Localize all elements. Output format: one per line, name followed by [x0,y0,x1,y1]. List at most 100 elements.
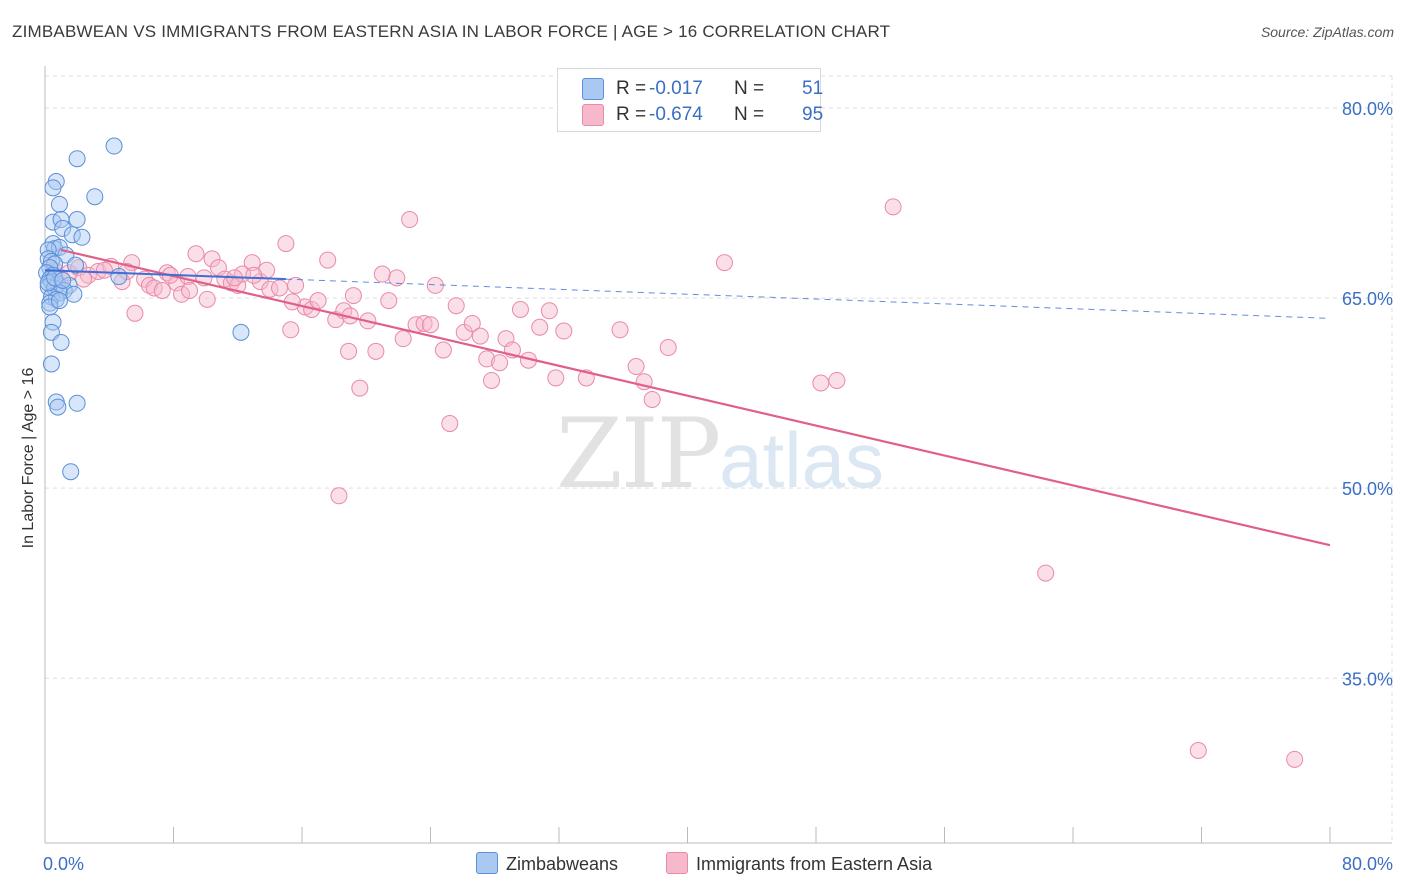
eastern-asia-point [319,251,337,269]
eastern-asia-point [351,379,369,397]
grid [45,75,1393,843]
eastern-asia-point [434,341,452,359]
eastern-asia-point [373,265,391,283]
zimbabweans-point [39,241,57,259]
zimbabweans-point [63,226,81,244]
eastern-asia-point [1189,741,1207,759]
legend-swatch-eastern-asia [666,852,688,874]
eastern-asia-point [1037,564,1055,582]
eastern-asia-point [153,281,171,299]
zimbabweans-point [68,150,86,168]
eastern-asia-point [140,276,158,294]
eastern-asia-point [277,235,295,253]
eastern-asia-point [282,321,300,339]
zimbabweans-point [42,252,60,270]
eastern-asia-point [463,314,481,332]
legend-r-label: R = [616,104,647,125]
y-tick-label: 80.0% [1342,99,1393,119]
zimbabweans-point [232,323,250,341]
x-tick-label-max: 80.0% [1342,854,1393,874]
eastern-asia-point [203,250,221,268]
zimbabweans-point [62,463,80,481]
eastern-asia-point [547,369,565,387]
eastern-asia-point [555,322,573,340]
legend-label-eastern-asia: Immigrants from Eastern Asia [696,854,933,874]
eastern-asia-point [344,287,362,305]
zimbabweans-point [105,137,123,155]
zimbabweans-point [68,211,86,229]
eastern-asia-point [715,254,733,272]
legend-r-value: -0.674 [649,104,703,125]
eastern-asia-point [118,262,136,280]
legend-item-eastern-asia: Immigrants from Eastern Asia [666,852,932,875]
eastern-asia-point [380,292,398,310]
eastern-asia-point [181,281,199,299]
eastern-asia-point [511,301,529,319]
eastern-asia-point [367,342,385,360]
chart-title: ZIMBABWEAN VS IMMIGRANTS FROM EASTERN AS… [12,22,891,41]
eastern-asia-point [426,276,444,294]
source-label: Source: ZipAtlas.com [1260,24,1394,40]
points-layer [38,137,1304,768]
watermark-atlas: atlas [719,416,884,504]
eastern-asia-point [643,390,661,408]
eastern-asia-point [415,314,433,332]
legend-swatch-eastern-asia [582,104,604,126]
eastern-asia-point [659,339,677,357]
eastern-asia-point [75,270,93,288]
eastern-asia-point [540,302,558,320]
eastern-asia-point [173,285,191,303]
zimbabweans-trend-line [44,269,286,281]
correlation-legend: R = -0.017 N = 51 R = -0.674 N = 95 [557,68,824,132]
eastern-asia-point [330,487,348,505]
eastern-asia-point [491,354,509,372]
eastern-asia-point [309,292,327,310]
zimbabweans-point [65,285,83,303]
legend-r-value: -0.017 [649,78,703,99]
zimbabweans-point [110,268,128,286]
zimbabweans-point [54,271,72,289]
eastern-asia-point [243,254,261,272]
zimbabweans-point [68,394,86,412]
zimbabweans-point [86,188,104,206]
trend-lines [44,248,1331,547]
eastern-asia-point [471,327,489,345]
zimbabweans-point [42,355,60,373]
legend-n-value: 95 [802,104,824,125]
zimbabweans-point [49,398,67,416]
legend-n-label: N = [734,104,765,125]
zimbabweans-trend-extension [285,278,1331,319]
watermark: ZIPatlas [556,398,884,510]
eastern-asia-point [95,261,113,279]
legend-swatch-zimbabweans [582,78,604,100]
watermark-zip: ZIP [556,398,721,510]
legend-label-zimbabweans: Zimbabweans [506,854,619,874]
eastern-asia-trend-line [60,248,1331,547]
eastern-asia-point [287,276,305,294]
legend-r-label: R = [616,78,647,99]
tick-labels: 35.0% 50.0% 65.0% 80.0% 0.0% 80.0% [43,99,1393,874]
eastern-asia-point [1286,750,1304,768]
x-tick-label-min: 0.0% [43,854,84,874]
legend-n-label: N = [734,78,765,99]
zimbabweans-point [44,179,62,197]
zimbabweans-point [52,333,70,351]
zimbabweans-point [73,228,91,246]
y-tick-label: 50.0% [1342,479,1393,499]
eastern-asia-point [531,318,549,336]
eastern-asia-point [627,358,645,376]
eastern-asia-point [812,374,830,392]
eastern-asia-point [126,304,144,322]
eastern-asia-point [478,350,496,368]
zimbabweans-point [50,292,68,310]
y-tick-label: 35.0% [1342,669,1393,689]
eastern-asia-point [441,415,459,433]
axes [44,66,1392,844]
eastern-asia-point [483,371,501,389]
legend-swatch-zimbabweans [476,852,498,874]
eastern-asia-point [828,371,846,389]
eastern-asia-point [401,211,419,229]
eastern-asia-point [884,198,902,216]
eastern-asia-point [394,330,412,348]
